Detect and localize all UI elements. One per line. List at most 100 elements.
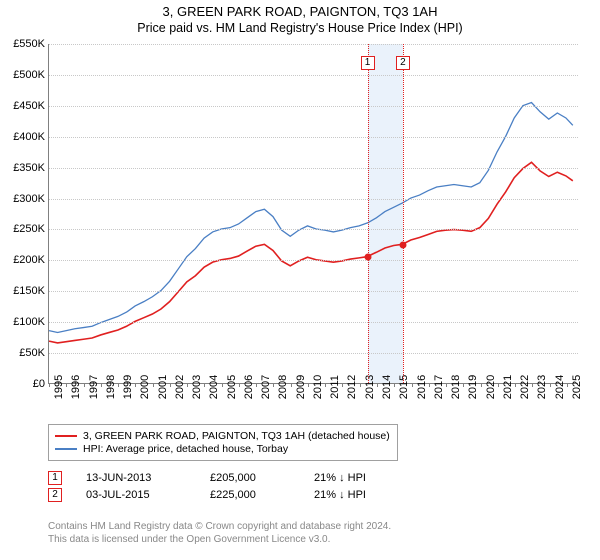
legend-item: 3, GREEN PARK ROAD, PAIGNTON, TQ3 1AH (d… <box>55 430 391 442</box>
y-tick-label: £100K <box>13 316 45 328</box>
x-tick-mark <box>342 383 343 387</box>
x-tick-label: 1997 <box>88 375 100 399</box>
x-tick-label: 2011 <box>329 375 341 399</box>
x-tick-mark <box>498 383 499 387</box>
y-tick-label: £400K <box>13 131 45 143</box>
x-tick-mark <box>325 383 326 387</box>
event-delta: 21% ↓ HPI <box>314 472 394 484</box>
price-paid-dot <box>364 254 371 261</box>
x-tick-mark <box>153 383 154 387</box>
chart-container: 3, GREEN PARK ROAD, PAIGNTON, TQ3 1AH Pr… <box>0 0 600 560</box>
x-tick-label: 2008 <box>277 375 289 399</box>
x-tick-label: 2003 <box>191 375 203 399</box>
gridline <box>49 322 578 323</box>
x-tick-mark <box>256 383 257 387</box>
y-tick-label: £350K <box>13 162 45 174</box>
series-line-price_paid <box>49 162 573 343</box>
x-tick-label: 2014 <box>381 375 393 399</box>
x-tick-mark <box>84 383 85 387</box>
x-tick-mark <box>170 383 171 387</box>
title-main: 3, GREEN PARK ROAD, PAIGNTON, TQ3 1AH <box>0 4 600 19</box>
x-tick-label: 2022 <box>519 375 531 399</box>
y-tick-label: £250K <box>13 223 45 235</box>
y-tick-label: £500K <box>13 69 45 81</box>
y-tick-label: £300K <box>13 193 45 205</box>
x-tick-label: 2010 <box>312 375 324 399</box>
x-tick-label: 1999 <box>122 375 134 399</box>
event-price: £205,000 <box>210 472 290 484</box>
event-marker-box: 2 <box>396 56 410 70</box>
x-tick-mark <box>187 383 188 387</box>
gridline <box>49 260 578 261</box>
y-tick-label: £0 <box>33 378 45 390</box>
x-tick-mark <box>394 383 395 387</box>
event-vline <box>403 44 404 383</box>
footer-line: This data is licensed under the Open Gov… <box>48 533 391 546</box>
x-tick-mark <box>135 383 136 387</box>
x-tick-label: 2016 <box>416 375 428 399</box>
x-tick-label: 2007 <box>260 375 272 399</box>
x-tick-label: 1996 <box>70 375 82 399</box>
x-tick-mark <box>515 383 516 387</box>
legend-label: HPI: Average price, detached house, Torb… <box>83 443 288 455</box>
x-tick-label: 1995 <box>53 375 65 399</box>
x-tick-label: 2023 <box>536 375 548 399</box>
x-tick-label: 2025 <box>571 375 583 399</box>
x-tick-mark <box>49 383 50 387</box>
price-paid-dot <box>399 241 406 248</box>
chart-plot-area: £0£50K£100K£150K£200K£250K£300K£350K£400… <box>48 44 578 384</box>
x-tick-label: 2001 <box>157 375 169 399</box>
x-tick-mark <box>377 383 378 387</box>
event-marker-box: 1 <box>361 56 375 70</box>
x-tick-mark <box>222 383 223 387</box>
gridline <box>49 229 578 230</box>
event-marker-icon: 1 <box>48 471 62 485</box>
legend-item: HPI: Average price, detached house, Torb… <box>55 443 391 455</box>
y-tick-label: £450K <box>13 100 45 112</box>
footer-line: Contains HM Land Registry data © Crown c… <box>48 520 391 533</box>
gridline <box>49 75 578 76</box>
x-tick-label: 2019 <box>467 375 479 399</box>
event-row: 2 03-JUL-2015 £225,000 21% ↓ HPI <box>48 488 394 502</box>
x-tick-mark <box>429 383 430 387</box>
gridline <box>49 137 578 138</box>
x-tick-label: 2020 <box>485 375 497 399</box>
x-tick-label: 2009 <box>295 375 307 399</box>
x-tick-mark <box>118 383 119 387</box>
event-date: 03-JUL-2015 <box>86 489 186 501</box>
legend-box: 3, GREEN PARK ROAD, PAIGNTON, TQ3 1AH (d… <box>48 424 398 461</box>
x-tick-label: 2024 <box>554 375 566 399</box>
x-tick-mark <box>550 383 551 387</box>
x-tick-mark <box>360 383 361 387</box>
x-tick-mark <box>532 383 533 387</box>
x-tick-label: 2004 <box>208 375 220 399</box>
x-tick-mark <box>308 383 309 387</box>
x-tick-mark <box>567 383 568 387</box>
x-tick-mark <box>481 383 482 387</box>
x-tick-mark <box>66 383 67 387</box>
x-tick-label: 2013 <box>364 375 376 399</box>
event-vline <box>368 44 369 383</box>
event-price: £225,000 <box>210 489 290 501</box>
legend-swatch <box>55 448 77 450</box>
legend-swatch <box>55 435 77 437</box>
events-table: 1 13-JUN-2013 £205,000 21% ↓ HPI 2 03-JU… <box>48 468 394 505</box>
x-tick-label: 2021 <box>502 375 514 399</box>
legend-label: 3, GREEN PARK ROAD, PAIGNTON, TQ3 1AH (d… <box>83 430 390 442</box>
gridline <box>49 353 578 354</box>
x-tick-label: 2002 <box>174 375 186 399</box>
titles: 3, GREEN PARK ROAD, PAIGNTON, TQ3 1AH Pr… <box>0 0 600 35</box>
x-tick-label: 2006 <box>243 375 255 399</box>
y-tick-label: £550K <box>13 38 45 50</box>
chart-lines-svg <box>49 44 578 383</box>
x-tick-mark <box>291 383 292 387</box>
x-tick-label: 2018 <box>450 375 462 399</box>
gridline <box>49 106 578 107</box>
x-tick-mark <box>412 383 413 387</box>
x-tick-label: 2012 <box>346 375 358 399</box>
x-tick-mark <box>463 383 464 387</box>
x-tick-label: 2015 <box>398 375 410 399</box>
y-tick-label: £50K <box>19 347 45 359</box>
x-tick-mark <box>101 383 102 387</box>
x-tick-label: 2017 <box>433 375 445 399</box>
